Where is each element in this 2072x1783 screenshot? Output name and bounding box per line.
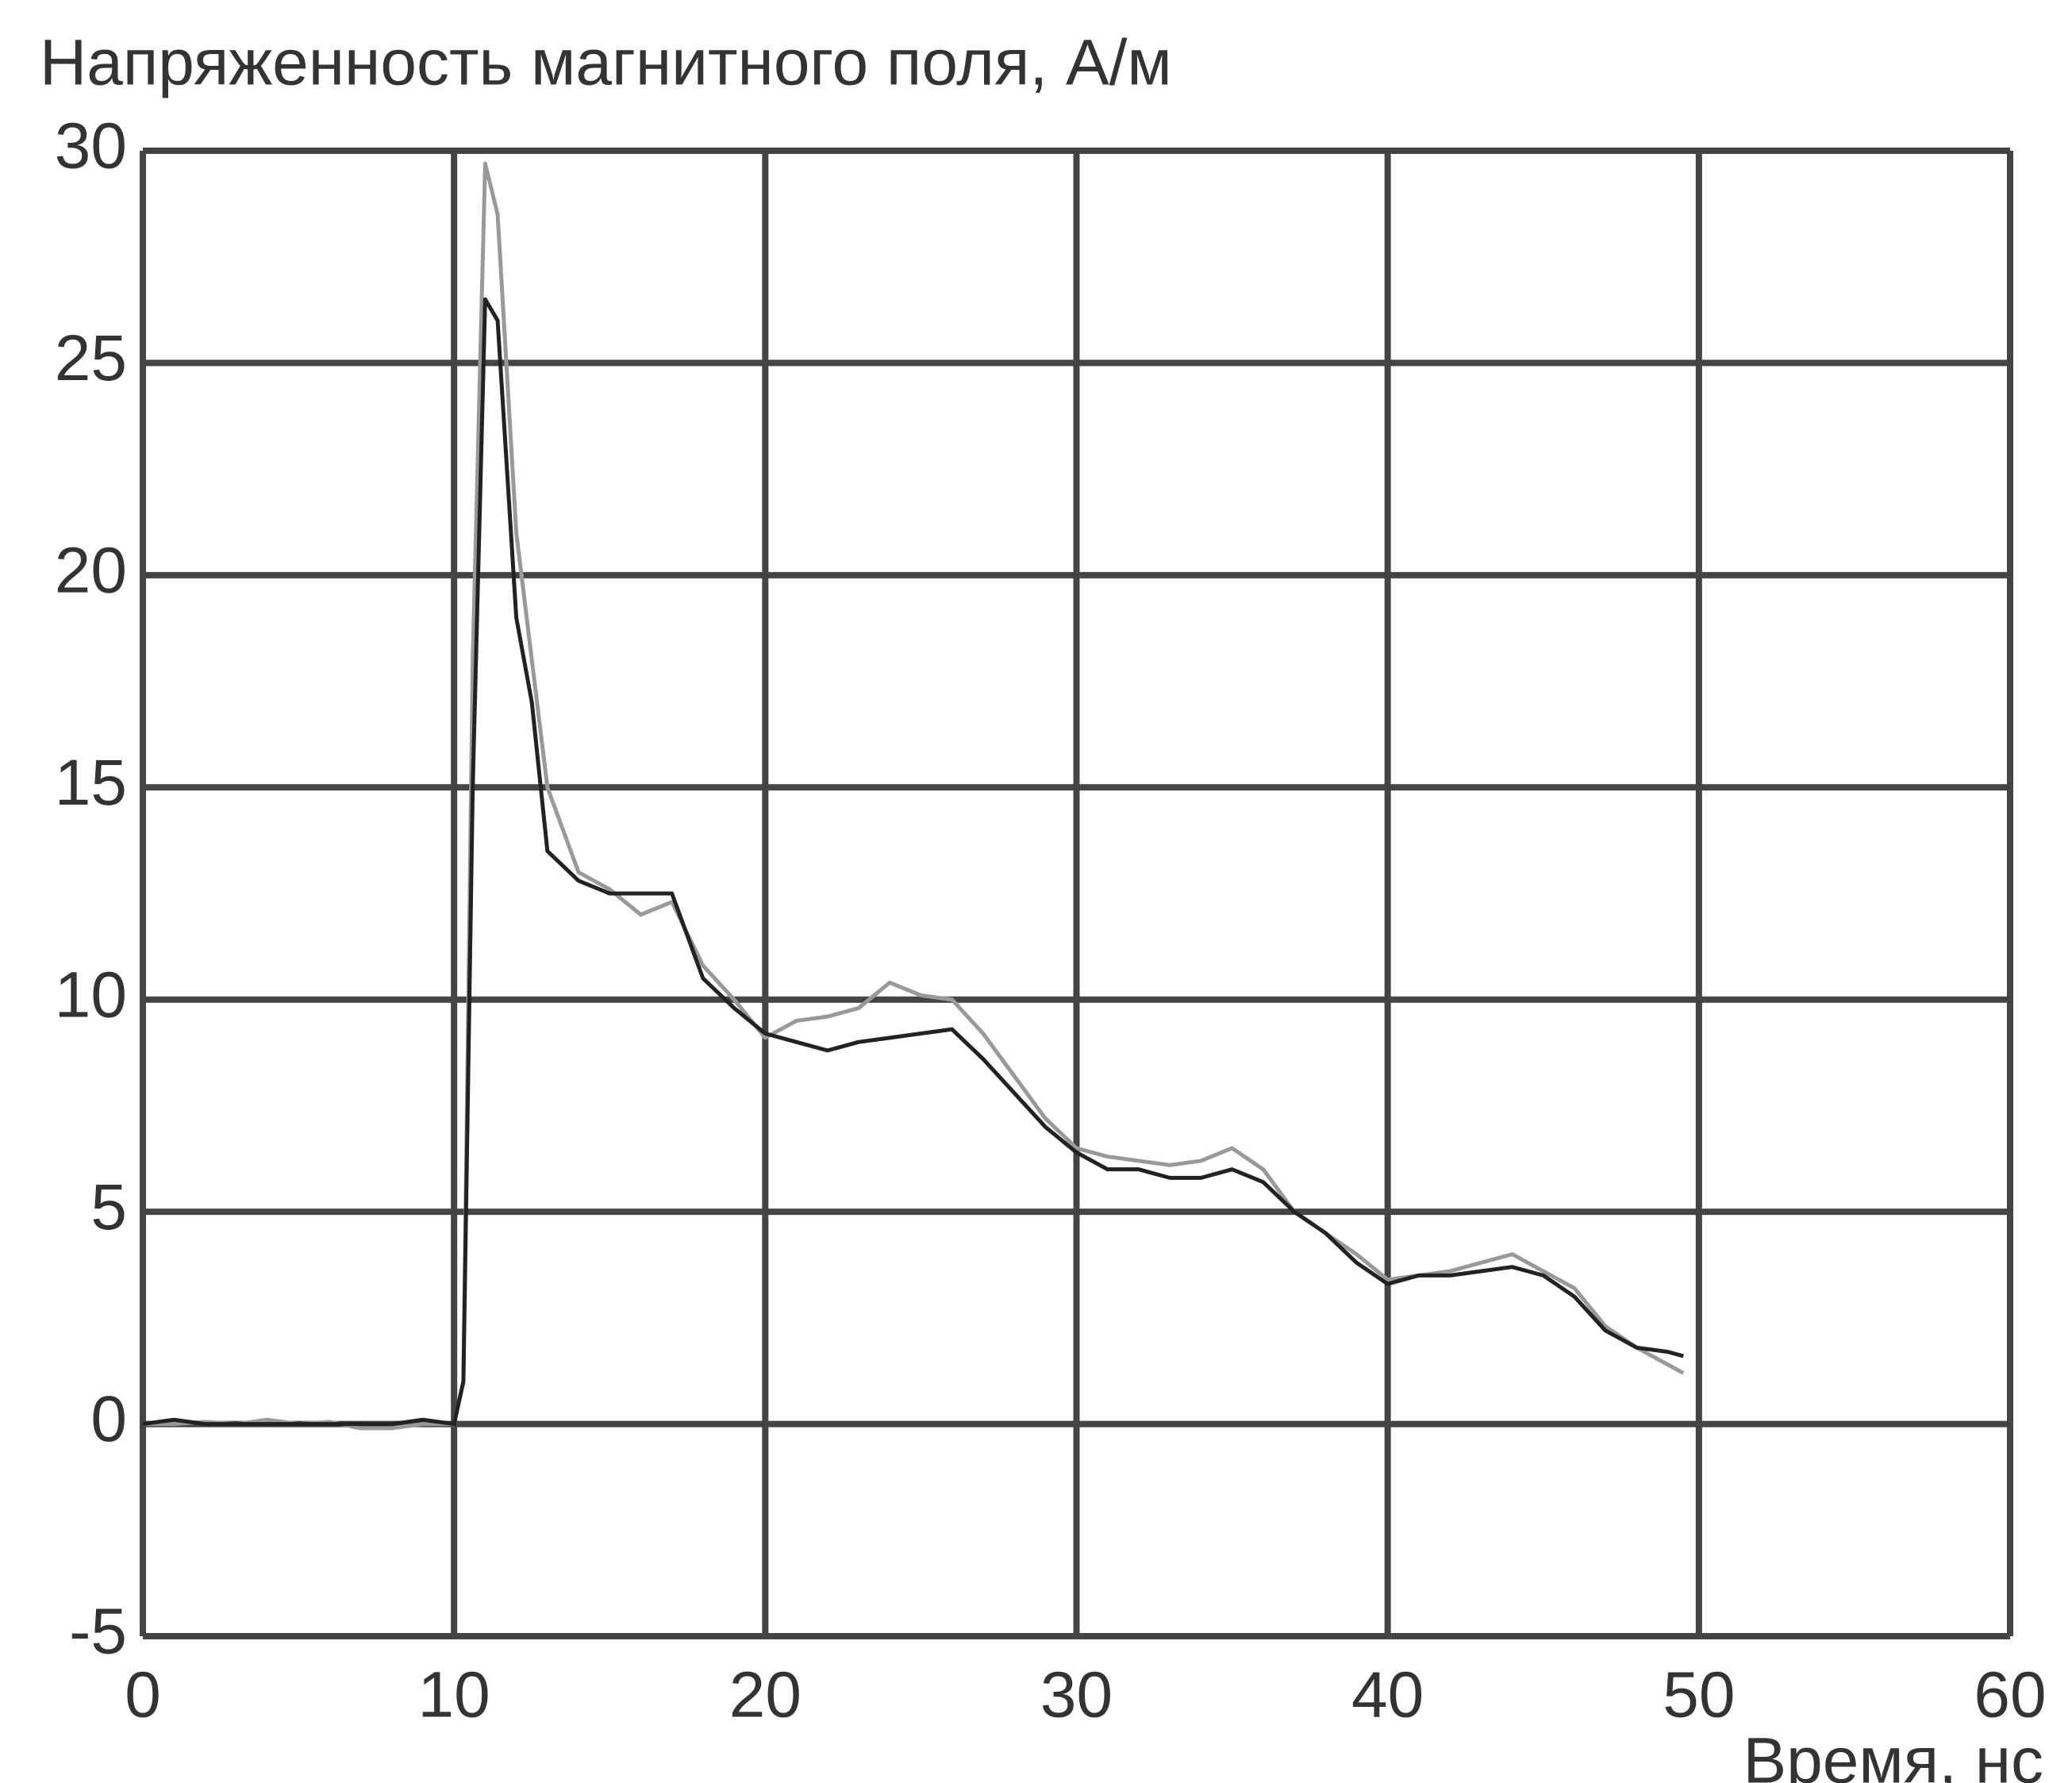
y-tick-label: 15	[55, 747, 127, 819]
x-tick-label: 10	[418, 1659, 490, 1731]
y-tick-label: 30	[55, 110, 127, 183]
x-tick-label: 40	[1351, 1659, 1424, 1731]
x-tick-label: 30	[1040, 1659, 1113, 1731]
y-tick-label: 0	[90, 1383, 127, 1455]
x-tick-label: 0	[125, 1659, 161, 1731]
x-tick-label: 60	[1974, 1659, 2046, 1731]
x-tick-label: 50	[1663, 1659, 1735, 1731]
x-axis-label: Время, нс	[1743, 1725, 2043, 1783]
y-tick-label: 5	[90, 1171, 127, 1243]
y-tick-label: -5	[69, 1596, 127, 1668]
y-tick-label: 10	[55, 959, 127, 1031]
data-line	[142, 297, 1684, 1427]
data-line	[143, 161, 1685, 1431]
x-tick-label: 20	[729, 1659, 802, 1731]
chart-title: Напряженность магнитного поля, А/м	[40, 27, 1172, 99]
y-tick-label: 25	[55, 322, 127, 394]
y-tick-label: 20	[55, 535, 127, 607]
